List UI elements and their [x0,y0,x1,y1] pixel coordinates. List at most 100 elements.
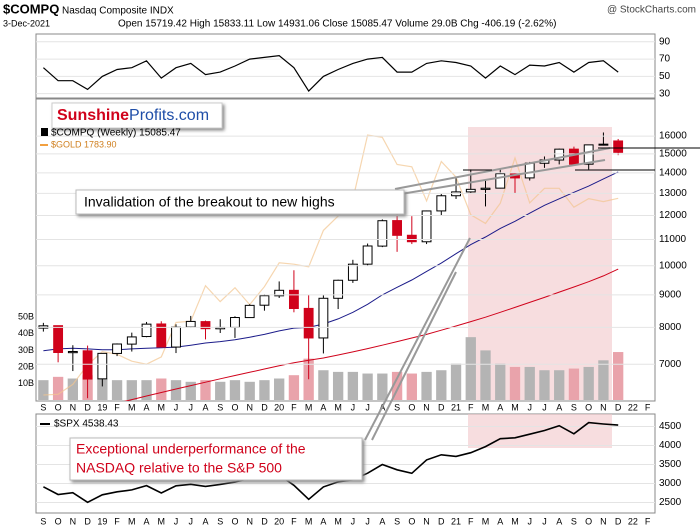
x-tick-label: S [571,402,577,412]
annotation-box [69,437,363,481]
x-tick-label: N [246,516,253,526]
price-plot [38,132,624,401]
x-tick-label: O [55,402,62,412]
candle-body [347,263,358,281]
volume-bar [52,376,64,400]
x-tick-label: J [351,402,356,412]
candle-body [583,144,594,165]
y2-tick-label: 10B [18,378,34,388]
volume-bar [318,370,329,400]
x-tick-label: M [334,402,342,412]
candle-body [112,343,122,354]
x-tick-label: J [527,516,532,526]
x-tick-label: A [497,516,503,526]
volume-bar [347,371,359,400]
x-tick-label: N [423,402,430,412]
volume-bar [612,352,624,400]
trend-line [394,159,606,196]
x-tick-label: D [261,516,268,526]
x-tick-label: N [70,516,77,526]
y2-tick-label: 20B [18,361,34,371]
volume-bar [421,371,432,400]
volume-bar [391,371,403,400]
annotation-box [75,189,405,215]
quote: Open 15719.42 High 15833.11 Low 14931.06… [118,19,556,30]
y-tick-label: 13000 [659,188,687,199]
annotation: Invalidation of the breakout to new high… [84,194,335,210]
x-tick-label: A [379,516,385,526]
candle-body [613,140,624,153]
y-tick-label: 4500 [659,421,682,432]
legends: $COMPQ (Weekly) 15085.47 $GOLD 1783.90 $… [40,128,181,430]
x-tick-label: 21 [451,402,461,412]
rsi-panel [35,33,656,99]
candle-body [569,148,579,165]
x-tick-label: O [585,402,592,412]
volume-bar [583,366,594,400]
x-tick-label: J [542,402,547,412]
x-tick-label: F [114,402,120,412]
volume-bar [185,381,196,400]
x-tick-label: 20 [274,402,284,412]
y-tick-label: 9000 [659,290,682,301]
y-tick-label: 15000 [659,149,687,160]
candle-body [524,162,535,179]
volume-bar [170,380,182,400]
x-tick-label: N [246,402,253,412]
rsi-line [43,54,619,93]
x-tick-label: A [202,402,208,412]
x-tick-label: O [231,402,238,412]
y2-tick-label: 40B [18,328,34,338]
x-tick-label: M [158,402,166,412]
x-tick-label: F [468,402,474,412]
x-tick-label: J [189,516,194,526]
x-tick-label: O [585,516,592,526]
x-tick-label: J [527,402,532,412]
x-tick-label: S [40,516,46,526]
x-tick-label: F [645,402,651,412]
volume-bar [568,368,580,400]
x-tick-label: S [571,516,577,526]
logo: SunshineProfits.com [57,107,209,124]
candle-body [126,336,137,345]
y-tick-label: 16000 [659,131,687,142]
x-tick-label: O [55,516,62,526]
volume-bar [200,380,211,400]
x-tick-label: M [128,402,136,412]
candle-body [82,350,93,380]
volume-bar [141,380,152,400]
candle-body [465,188,476,193]
candle-body [436,195,447,212]
x-tick-label: A [144,516,150,526]
x-tick-label: N [423,516,430,526]
index-name: Nasdaq Composite INDX [62,6,174,17]
volume-bar [332,371,344,400]
legend-swatch [41,128,48,136]
y-tick-label: 30 [659,88,671,99]
x-tick-label: J [189,402,194,412]
volume-bar [509,366,521,400]
volume-bar [303,358,314,400]
x-tick-label: 19 [97,402,107,412]
y-tick-label: 11000 [659,234,687,245]
x-tick-label: M [334,516,342,526]
candle-body [230,317,240,328]
x-tick-label: F [291,516,297,526]
x-tick-label: F [114,516,120,526]
plots: 30 50 70 90 7000 8000 9000 10000 11000 12000 13000… [18,36,687,526]
candle-body [200,321,211,330]
volume-bar [554,370,565,400]
date: 3-Dec-2021 [3,18,50,28]
x-tick-label: J [174,402,179,412]
logo-first: Sunshine [57,107,129,124]
volume-bar [156,378,167,400]
x-tick-label: A [320,402,326,412]
x-tick-label: M [128,516,136,526]
x-tick-label: J [542,516,547,526]
volume-bar [495,363,506,400]
y-tick-label: 50 [659,71,671,82]
y-tick-label: 3000 [659,478,682,489]
x-tick-label: F [291,402,297,412]
logo-second: Profits.com [129,107,209,124]
volume-bar [465,337,476,400]
